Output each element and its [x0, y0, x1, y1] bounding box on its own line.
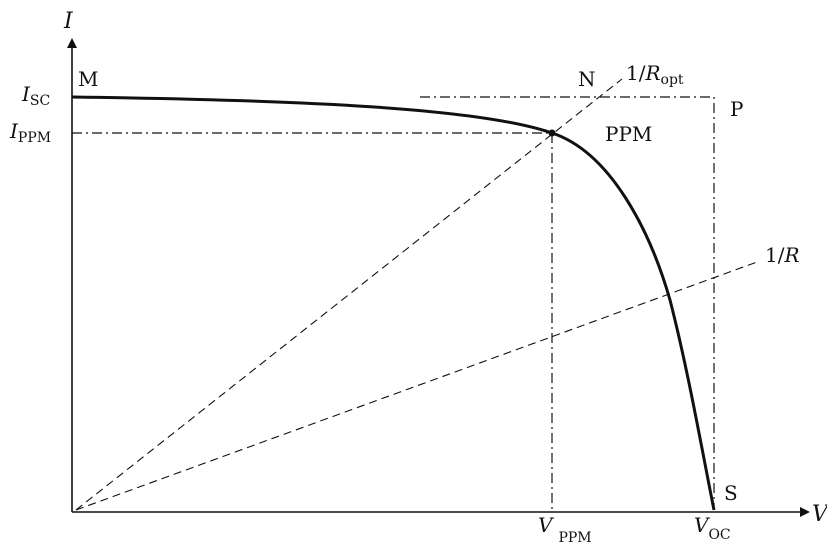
point-p-label: P — [730, 97, 743, 121]
point-s-label: S — [724, 481, 738, 505]
load-line-r-opt — [75, 78, 623, 511]
voc-label: VOC — [694, 513, 731, 543]
y-axis-label: I — [63, 9, 74, 34]
load-line-r — [75, 261, 758, 511]
isc-label: ISC — [21, 82, 50, 109]
point-m-label: M — [78, 67, 98, 91]
vppm-label: VPPM — [538, 513, 592, 545]
isc-voc-rectangle — [420, 96, 715, 510]
ppm-region-label: PPM — [605, 122, 652, 146]
x-axis-label: V — [812, 502, 827, 527]
r-opt-label: 1/Ropt — [626, 61, 684, 88]
point-n-label: N — [578, 67, 596, 91]
ippm-label: IPPM — [9, 119, 51, 146]
iv-curve — [71, 95, 716, 511]
max-power-point — [548, 129, 556, 137]
r-label: 1/R — [765, 243, 800, 267]
